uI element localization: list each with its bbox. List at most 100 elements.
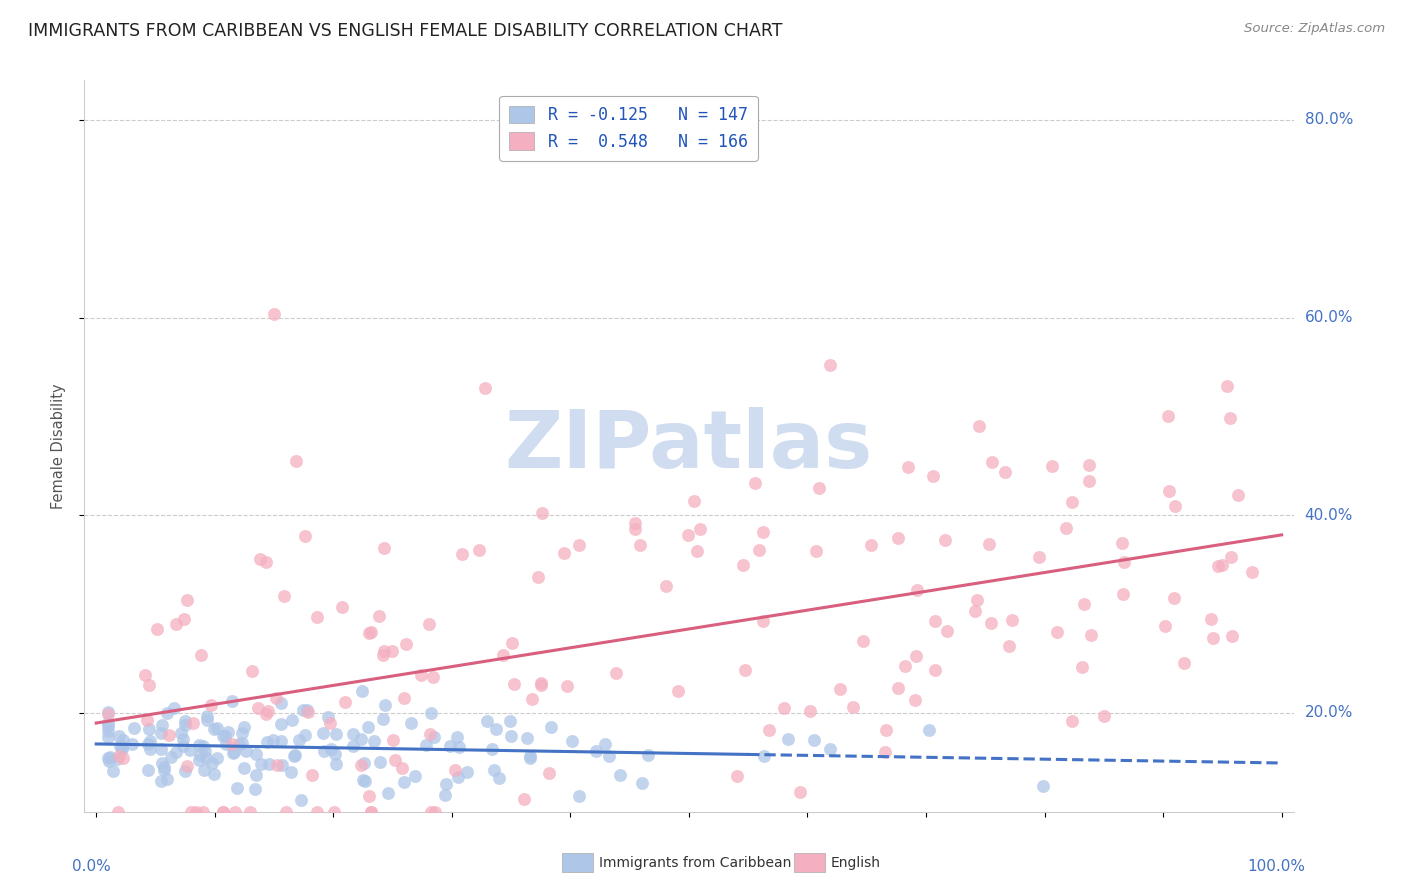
- Point: [194, 744, 217, 758]
- Point: [887, 531, 910, 545]
- Point: [169, 726, 191, 740]
- Point: [342, 739, 364, 754]
- Point: [1054, 521, 1077, 535]
- Point: [752, 615, 775, 629]
- Point: [190, 648, 212, 662]
- Point: [1206, 558, 1229, 573]
- Point: [149, 741, 172, 756]
- Point: [184, 805, 207, 819]
- Point: [1211, 558, 1233, 573]
- Point: [108, 729, 131, 743]
- Point: [666, 684, 689, 698]
- Point: [174, 714, 197, 729]
- Point: [501, 635, 523, 649]
- Point: [107, 805, 129, 819]
- Point: [1111, 536, 1133, 550]
- Point: [201, 756, 224, 770]
- Point: [266, 758, 288, 772]
- Point: [513, 791, 536, 805]
- Point: [156, 772, 179, 786]
- Point: [145, 622, 167, 636]
- Point: [204, 767, 226, 781]
- Point: [312, 744, 335, 758]
- Point: [195, 709, 218, 723]
- Point: [419, 727, 441, 741]
- Point: [803, 733, 825, 747]
- Point: [391, 761, 413, 775]
- Point: [181, 715, 204, 730]
- Point: [420, 706, 443, 720]
- Point: [1163, 591, 1185, 606]
- Point: [418, 617, 440, 632]
- Point: [449, 739, 471, 754]
- Point: [373, 712, 395, 726]
- Point: [149, 725, 172, 739]
- Point: [1199, 611, 1222, 625]
- Point: [748, 543, 770, 558]
- Point: [270, 734, 292, 748]
- Point: [134, 668, 156, 682]
- Point: [176, 593, 198, 607]
- Point: [568, 538, 591, 552]
- Point: [233, 720, 256, 734]
- Point: [503, 677, 526, 691]
- Point: [1078, 474, 1101, 488]
- Point: [423, 805, 446, 819]
- Point: [1241, 565, 1264, 579]
- Point: [153, 760, 176, 774]
- Point: [966, 592, 988, 607]
- Point: [631, 776, 654, 790]
- Point: [1173, 657, 1195, 671]
- Point: [266, 690, 288, 705]
- Point: [875, 745, 897, 759]
- Point: [325, 727, 347, 741]
- Point: [97, 723, 120, 738]
- Point: [1164, 499, 1187, 513]
- Point: [353, 774, 375, 789]
- Point: [1073, 597, 1095, 611]
- Point: [434, 777, 457, 791]
- Point: [481, 742, 503, 756]
- Point: [191, 739, 214, 753]
- Point: [257, 704, 280, 718]
- Text: English: English: [831, 855, 882, 870]
- Point: [516, 731, 538, 745]
- Point: [319, 716, 342, 731]
- Point: [249, 552, 271, 566]
- Point: [540, 720, 562, 734]
- Point: [1046, 625, 1069, 640]
- Point: [1040, 459, 1063, 474]
- Point: [270, 697, 292, 711]
- Point: [273, 589, 295, 603]
- Legend: R = -0.125   N = 147, R =  0.548   N = 166: R = -0.125 N = 147, R = 0.548 N = 166: [499, 96, 758, 161]
- Point: [553, 546, 575, 560]
- Point: [998, 639, 1021, 653]
- Point: [294, 728, 316, 742]
- Point: [153, 763, 176, 777]
- Point: [422, 670, 444, 684]
- Text: Immigrants from Caribbean: Immigrants from Caribbean: [599, 855, 792, 870]
- Point: [804, 543, 827, 558]
- Point: [904, 693, 927, 707]
- Point: [404, 769, 426, 783]
- Text: Source: ZipAtlas.com: Source: ZipAtlas.com: [1244, 22, 1385, 36]
- Point: [159, 728, 181, 742]
- Point: [200, 698, 222, 712]
- Point: [434, 789, 457, 803]
- Point: [325, 757, 347, 772]
- Point: [789, 785, 811, 799]
- Point: [211, 805, 233, 819]
- Point: [231, 736, 253, 750]
- Point: [232, 761, 254, 775]
- Point: [624, 522, 647, 536]
- Point: [353, 756, 375, 770]
- Point: [561, 734, 583, 748]
- Point: [212, 729, 235, 743]
- Point: [165, 745, 187, 759]
- Point: [256, 555, 278, 569]
- Point: [979, 537, 1001, 551]
- Point: [136, 713, 159, 727]
- Point: [352, 772, 374, 787]
- Point: [530, 676, 553, 690]
- Point: [967, 418, 990, 433]
